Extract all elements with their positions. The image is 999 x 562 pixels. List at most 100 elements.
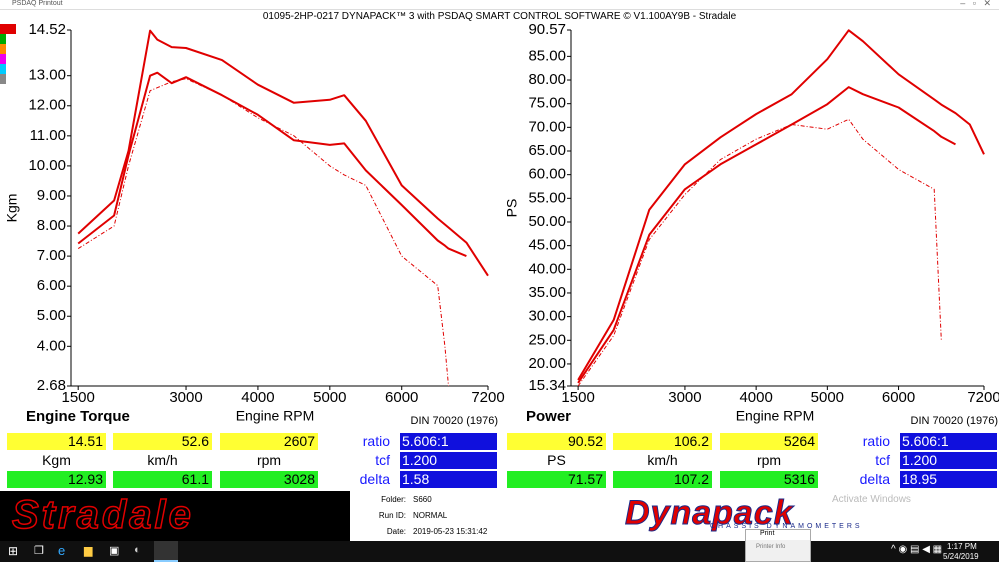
store-icon[interactable]: ▣ [109,545,120,557]
y-tick-label: 45.00 [528,237,566,254]
tray-icons[interactable]: ^ ◉ ▤ ◀ ▦ [891,544,943,555]
y-tick-label: 50.00 [528,213,566,230]
param-label: tcf [875,452,890,468]
chart-title: Engine Torque [26,408,130,425]
info-label: Run ID: [378,511,406,520]
y-tick-label: 65.00 [528,142,566,159]
y-tick-label: 15.34 [528,377,566,394]
yellow-box: 90.52 [507,433,606,450]
param-value: 1.58 [400,471,497,488]
clock-date: 5/24/2019 [943,552,979,561]
y-tick-label: 40.00 [528,260,566,277]
window-title: 01095-2HP-0217 DYNAPACK™ 3 with PSDAQ SM… [262,11,737,22]
y-tick-label: 35.00 [528,284,566,301]
yellow-box: 52.6 [113,433,212,450]
stradale-text: Stradale [11,492,194,538]
green-box: 5316 [720,471,818,488]
y-tick-label: 5.00 [37,307,66,324]
y-tick-label: 4.00 [37,337,66,354]
y-tick-label: 7.00 [37,247,66,264]
x-tick-label: 7200 [967,389,999,406]
x-tick-label: 3000 [169,389,202,406]
line [77,29,489,277]
y-tick-label: 30.00 [528,308,566,325]
green-box: 107.2 [613,471,712,488]
clock-time: 1:17 PM [947,542,977,551]
info-value: S660 [413,495,432,504]
active-swatch[interactable] [0,24,16,34]
info-label: Date: [386,527,406,536]
y-tick-label: 2.68 [37,377,66,394]
dashed-line [577,118,942,387]
system-tray: ^ ◉ ▤ ◀ ▦ 1:17 PM 5/24/2019 [811,541,999,562]
line [577,86,956,384]
y-axis-label: PS [504,199,520,218]
stradale-logo: Stradale [0,491,350,541]
x-axis-label: Engine RPM [236,408,315,424]
x-tick-label: 5000 [313,389,346,406]
green-box: 12.93 [7,471,106,488]
chart-note: DIN 70020 (1976) [911,415,998,427]
x-tick-label: 1500 [561,389,594,406]
app-icon[interactable]: ◐ [134,544,141,556]
green-box: 61.1 [113,471,212,488]
y-tick-label: 11.00 [30,127,66,144]
yellow-box: 2607 [220,433,318,450]
green-box: 3028 [220,471,318,488]
y-tick-label: 75.00 [528,95,566,112]
y-tick-label: 55.00 [528,189,566,206]
param-label: ratio [362,433,390,449]
x-tick-label: 7200 [471,389,504,406]
y-tick-label: 14.52 [28,21,66,38]
x-tick-label: 6000 [385,389,418,406]
y-tick-label: 60.00 [528,166,566,183]
x-tick-label: 5000 [811,389,844,406]
param-value: 18.95 [900,471,997,488]
param-label: delta [359,471,390,487]
dynapack-logo: Dynapack [625,494,794,533]
y-tick-label: 13.00 [28,67,66,84]
y-tick-label: 85.00 [528,47,566,64]
edge-icon[interactable]: e [58,543,66,558]
x-tick-label: 4000 [241,389,274,406]
dynapack-sub: CHASSIS DYNAMOMETERS [710,523,863,530]
param-value: 5.606:1 [400,433,497,450]
charts: 2.68 4.00 5.00 6.00 7.00 8.00 9.00 10.00 11.00 12… [4,21,999,427]
x-tick-label: 1500 [62,389,95,406]
popup-body: Printer Info [756,544,786,550]
chart-title: Power [526,408,571,425]
x-tick-label: 6000 [882,389,915,406]
y-tick-label: 8.00 [37,217,66,234]
info-value: 2019-05-23 15:31:42 [413,527,488,536]
line [77,71,467,258]
param-label: delta [859,471,890,487]
activation-watermark: Activate Windows [832,494,911,505]
y-tick-label: 80.00 [528,71,566,88]
y-tick-label: 10.00 [28,157,66,174]
info-value: NORMAL [413,511,448,520]
start-button[interactable]: ⊞ [8,544,19,558]
print-popup[interactable]: Print Printer Info [745,529,811,562]
y-tick-label: 9.00 [37,187,66,204]
dashed-line [77,78,449,387]
explorer-icon[interactable]: ▆ [84,545,93,557]
param-label: tcf [375,452,390,468]
task-view[interactable]: ❐ [34,545,44,557]
y-tick-label: 90.57 [528,21,566,38]
window-controls[interactable]: – ▫ ✕ [960,0,991,8]
units-box: rpm [256,452,282,468]
x-tick-label: 3000 [668,389,701,406]
param-value: 5.606:1 [900,433,997,450]
y-tick-label: 6.00 [37,277,66,294]
title-bar: PSDAQ Printout – ▫ ✕ [0,0,999,10]
info-label: Folder: [381,495,406,504]
units-box: km/h [647,452,678,468]
units-box: Kgm [42,452,71,468]
green-box: 71.57 [507,471,606,488]
x-tick-label: 4000 [739,389,772,406]
psdaq-icon[interactable] [154,541,178,562]
y-axis-label: Kgm [4,194,20,223]
yellow-box: 5264 [720,433,818,450]
taskbar: ⊞ ❐ e ▆ ▣ ◐ [0,541,745,562]
